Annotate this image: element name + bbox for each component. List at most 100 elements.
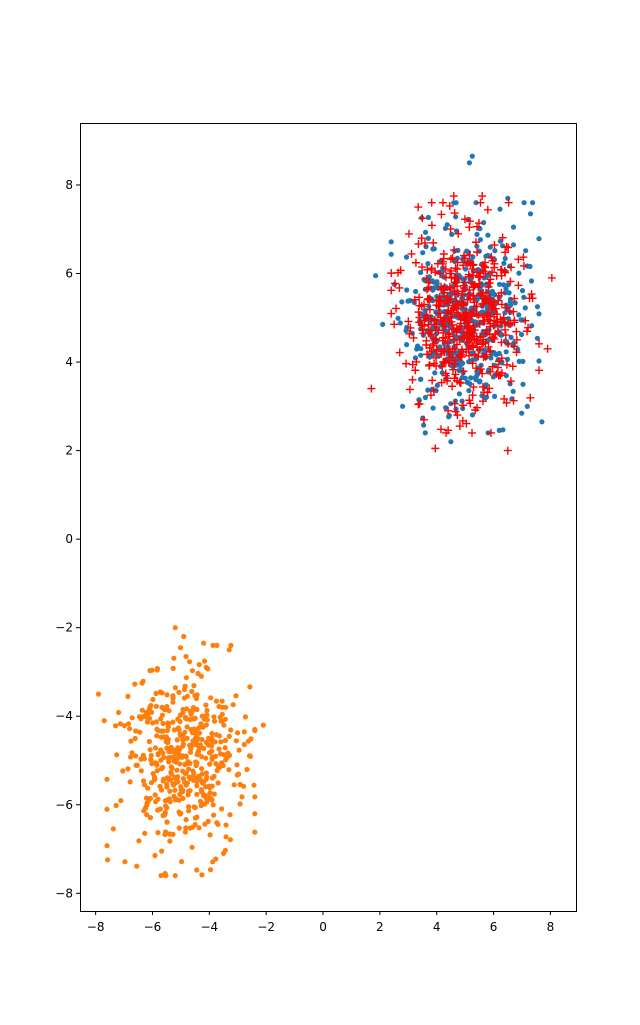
data-point <box>122 859 128 865</box>
data-point <box>150 696 156 703</box>
data-point <box>157 783 163 790</box>
data-point <box>209 730 215 737</box>
data-point <box>512 300 518 306</box>
data-point <box>502 303 511 312</box>
data-point <box>225 750 231 756</box>
data-point <box>510 388 516 394</box>
data-point <box>506 377 515 386</box>
data-point <box>237 781 243 788</box>
data-point <box>502 242 511 251</box>
data-point <box>222 847 228 854</box>
data-point <box>193 762 199 769</box>
data-point <box>180 753 186 759</box>
series-2 <box>367 192 556 455</box>
data-point <box>186 804 192 810</box>
data-point <box>418 325 427 334</box>
data-point <box>509 307 518 316</box>
data-point <box>428 376 437 385</box>
data-point <box>191 683 197 689</box>
data-point <box>170 695 176 701</box>
data-point <box>143 795 150 801</box>
data-point <box>518 331 525 338</box>
data-point <box>467 312 476 321</box>
data-point <box>498 332 504 338</box>
data-point <box>172 787 178 793</box>
data-point <box>189 688 195 695</box>
data-point <box>449 192 458 201</box>
data-point <box>426 330 435 339</box>
data-point <box>201 745 207 752</box>
data-point <box>204 799 210 805</box>
data-point <box>404 342 410 348</box>
data-point <box>438 198 447 207</box>
data-point <box>182 770 188 777</box>
data-point <box>519 410 525 416</box>
data-point <box>114 752 120 758</box>
data-point <box>457 352 466 361</box>
data-point <box>387 309 396 318</box>
data-point <box>503 349 509 355</box>
data-point <box>475 279 484 288</box>
data-point <box>411 258 420 267</box>
data-point <box>191 726 197 732</box>
data-point <box>432 353 441 362</box>
data-point <box>453 258 462 267</box>
data-point <box>543 344 552 353</box>
data-point <box>155 752 161 758</box>
data-point <box>462 266 469 272</box>
data-point <box>474 243 480 249</box>
data-point <box>221 752 227 758</box>
data-point <box>496 371 505 380</box>
data-point <box>104 806 110 812</box>
data-point <box>419 329 428 338</box>
data-point <box>207 761 213 767</box>
data-point <box>465 223 474 232</box>
data-point <box>446 414 452 420</box>
data-point <box>422 336 431 345</box>
data-point <box>476 272 485 281</box>
data-point <box>436 269 445 278</box>
data-point <box>485 384 494 393</box>
data-point <box>510 242 517 248</box>
data-point <box>484 342 493 351</box>
data-point <box>227 812 233 818</box>
data-point <box>516 270 522 276</box>
data-point <box>423 244 429 250</box>
data-point <box>425 214 431 221</box>
data-point <box>189 668 196 674</box>
data-point <box>176 689 182 695</box>
data-point <box>199 754 205 760</box>
data-point <box>163 829 169 835</box>
data-point <box>186 808 192 814</box>
data-point <box>125 693 131 700</box>
data-point <box>521 294 527 300</box>
data-point <box>152 760 158 766</box>
data-point <box>497 338 506 347</box>
data-point <box>435 311 441 317</box>
data-point <box>391 279 400 288</box>
data-point <box>170 719 176 725</box>
data-point <box>203 770 209 776</box>
data-point <box>535 339 544 348</box>
data-point <box>183 716 189 722</box>
data-point <box>101 718 107 724</box>
data-point <box>175 716 181 722</box>
data-point <box>441 369 450 378</box>
data-point <box>458 291 467 300</box>
data-point <box>528 278 535 284</box>
data-point <box>206 750 212 756</box>
data-point <box>148 757 154 763</box>
data-point <box>187 760 193 767</box>
data-point <box>173 747 179 754</box>
data-point <box>192 715 198 721</box>
data-point <box>118 798 124 804</box>
data-point <box>222 737 229 744</box>
data-point <box>184 780 190 786</box>
data-point <box>487 244 493 250</box>
data-point <box>252 829 258 835</box>
data-point <box>483 205 492 214</box>
data-point <box>216 763 222 769</box>
data-point <box>414 346 420 352</box>
data-point <box>453 376 462 385</box>
